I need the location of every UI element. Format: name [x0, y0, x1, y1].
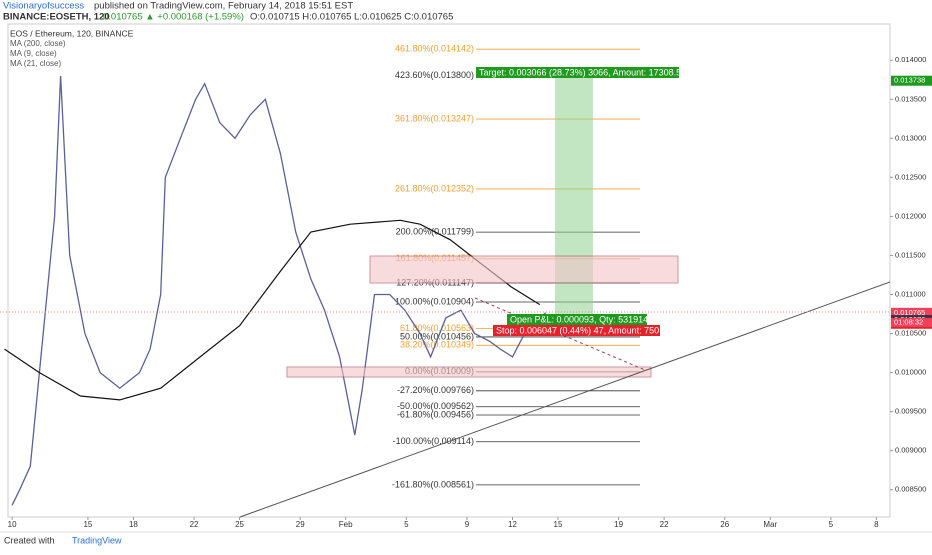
legend-entry: MA (9, close): [10, 49, 57, 58]
y-tick-label: 0.008500: [895, 485, 926, 494]
fib-label: -61.80%(0.009456): [397, 409, 474, 419]
footer-brand[interactable]: TradingView: [72, 535, 122, 545]
x-tick-label: 19: [614, 520, 623, 529]
fib-label: -100.00%(0.009114): [393, 436, 474, 446]
x-tick-label: Feb: [339, 520, 353, 529]
fib-label: 461.80%(0.014142): [395, 44, 474, 54]
x-tick-label: 18: [129, 520, 138, 529]
x-tick-label: 15: [83, 520, 92, 529]
price-label: 0.013738: [894, 76, 925, 85]
x-tick-label: 5: [829, 520, 834, 529]
x-tick-label: 9: [465, 520, 470, 529]
x-tick-label: 10: [8, 520, 17, 529]
fib-label: 261.80%(0.012352): [395, 183, 474, 193]
price-label: 0.010765: [894, 308, 925, 317]
y-tick-label: 0.010500: [895, 329, 926, 338]
fib-label: -27.20%(0.009766): [397, 385, 474, 395]
stop-label: Stop: 0.006047 (0.44%) 47, Amount: 750: [496, 325, 659, 335]
published: published on TradingView.com, February 1…: [94, 1, 353, 12]
x-tick-label: 26: [720, 520, 729, 529]
y-tick-label: 0.011500: [895, 250, 926, 259]
y-tick-label: 0.011000: [895, 289, 926, 298]
price-label-box: [891, 307, 932, 318]
countdown-box: [891, 317, 932, 327]
y-tick-label: 0.013500: [895, 94, 926, 103]
fib-label: 423.60%(0.013800): [395, 70, 474, 80]
y-tick-label: 0.013000: [895, 133, 926, 142]
y-tick-label: 0.009000: [895, 446, 926, 455]
stop-box: [493, 325, 660, 336]
y-tick-label: 0.012000: [895, 211, 926, 220]
y-tick-label: 0.014000: [895, 55, 926, 64]
x-tick-label: 5: [404, 520, 409, 529]
y-tick-label: 0.010000: [895, 368, 926, 377]
change: 0.010765 ▲ +0.000168 (+1.59%): [103, 12, 244, 23]
ohlc: O:0.010715 H:0.010765 L:0.010625 C:0.010…: [250, 12, 453, 23]
x-tick-label: 29: [296, 520, 305, 529]
footer-created: Created with: [4, 535, 55, 545]
y-tick-label: 0.009500: [895, 407, 926, 416]
price-label-box: [891, 75, 932, 86]
x-tick-label: 8: [874, 520, 879, 529]
pnl-label: Open P&L: 0.000093, Qty: 5319148: [510, 314, 653, 324]
fib-label: 38.20%(0.010349): [400, 340, 474, 350]
legend-entry: MA (200, close): [10, 39, 66, 48]
fib-label: 100.00%(0.010904): [395, 296, 474, 306]
x-tick-label: 25: [235, 520, 244, 529]
x-tick-label: Mar: [763, 520, 777, 529]
x-tick-label: 12: [508, 520, 517, 529]
fib-label: 61.80%(0.010563): [400, 323, 474, 333]
trend-line: [239, 281, 891, 518]
target-label: Target: 0.003066 (28.73%) 3066, Amount: …: [479, 67, 686, 77]
target-box: [476, 67, 679, 78]
series-line: [4, 219, 541, 401]
fib-label: -161.80%(0.008561): [392, 479, 474, 489]
x-tick-label: 22: [190, 520, 199, 529]
author[interactable]: Visionaryofsuccess: [3, 1, 84, 12]
y-tick-label: 0.012500: [895, 172, 926, 181]
fib-label: -50.00%(0.009562): [397, 401, 474, 411]
countdown: 01:08:32: [894, 317, 923, 326]
x-tick-label: 15: [554, 520, 563, 529]
series-line: [11, 75, 547, 506]
legend-entry: EOS / Ethereum, 120, BINANCE: [10, 28, 134, 38]
chart-frame: [7, 23, 891, 518]
resistance-zone: [369, 255, 679, 284]
pnl-box: [507, 314, 647, 325]
symbol: BINANCE:EOSETH, 120: [3, 12, 110, 23]
support-zone: [286, 366, 652, 378]
x-tick-label: 22: [660, 520, 669, 529]
fib-label: 50.00%(0.010456): [400, 331, 474, 341]
fib-label: 361.80%(0.013247): [395, 113, 474, 123]
plot: 0.008500 0.009000 0.009500 0.010000 0.010500…: [4, 44, 926, 529]
legend-entry: MA (21, close): [10, 59, 61, 68]
